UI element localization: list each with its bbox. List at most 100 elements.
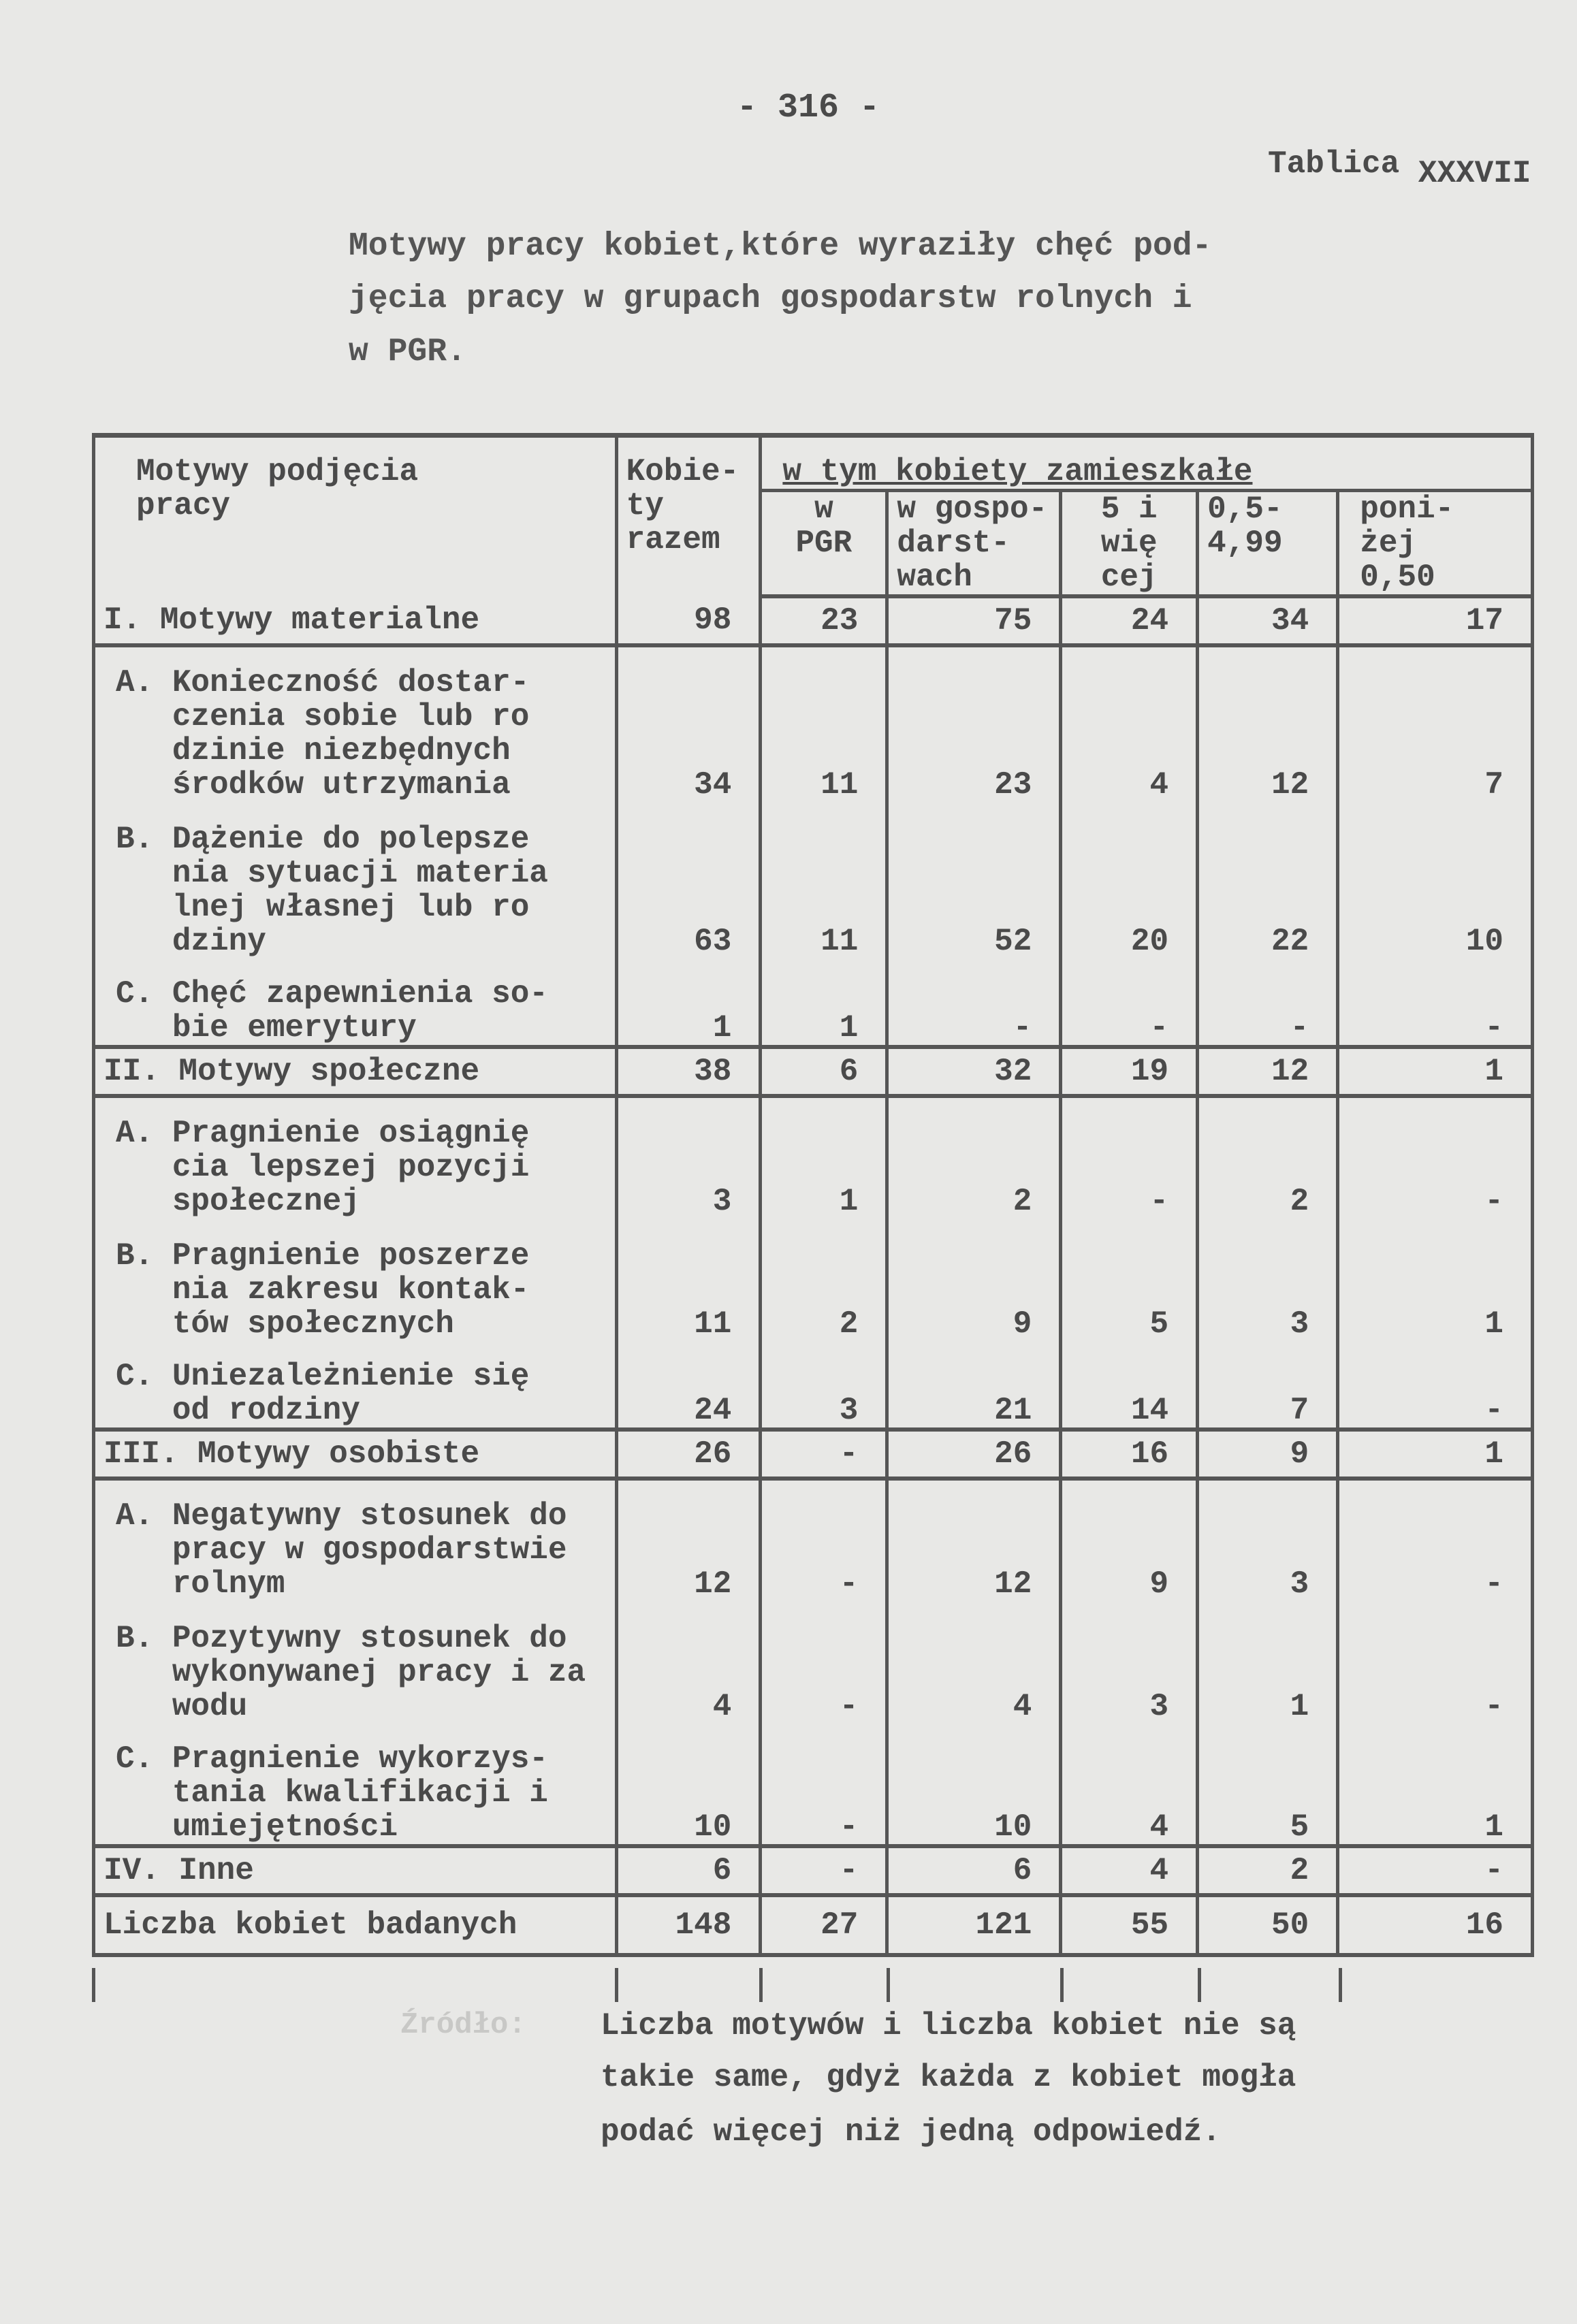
cell-value: 121 (885, 1895, 1063, 1957)
cell-value: 32 (885, 1047, 1063, 1098)
source-label: Źródło: (400, 2008, 526, 2042)
cell-value: 23 (885, 645, 1063, 802)
cell-value: 5 (1059, 1219, 1200, 1341)
header-5ha: 5 i wię cej (1059, 490, 1200, 598)
cell-value: - (1336, 1601, 1534, 1724)
row-label: IV. Inne (92, 1846, 618, 1897)
cell-value: 16 (1336, 1895, 1534, 1957)
cell-value: 11 (759, 802, 889, 958)
cell-value: 11 (759, 645, 889, 802)
footnote-line: Liczba motywów i liczba kobiet nie są (601, 2008, 1296, 2044)
cell-value: 22 (1196, 802, 1340, 958)
table-row: B. Pozytywny stosunek do wykonywanej pra… (92, 1601, 1534, 1724)
table-row: C. Pragnienie wykorzys- tania kwalifikac… (92, 1724, 1534, 1848)
data-table: Motywy podjęcia pracy Kobie- ty razem w … (92, 433, 1534, 1957)
cell-value: 4 (1059, 645, 1200, 802)
cell-value: 98 (614, 596, 763, 647)
cell-value: 19 (1059, 1047, 1200, 1098)
cell-value: - (759, 1430, 889, 1481)
total-row: Liczba kobiet badanych 148 27 121 55 50 16 (92, 1895, 1534, 1957)
row-label: B. Dążenie do polepsze nia sytuacji mate… (92, 802, 618, 958)
section-row: III. Motywy osobiste 26-26 16 9 1 (92, 1430, 1534, 1481)
row-label: Liczba kobiet badanych (92, 1895, 618, 1957)
row-label: I. Motywy materialne (92, 596, 618, 647)
cell-value: 2 (1196, 1096, 1340, 1219)
cell-value: - (1336, 1096, 1534, 1219)
cell-value: 34 (614, 645, 763, 802)
cell-value: 12 (1196, 1047, 1340, 1098)
cell-value: 6 (614, 1846, 763, 1897)
cell-value: 4 (1059, 1846, 1200, 1897)
cell-value: 12 (885, 1479, 1063, 1601)
cell-value: 38 (614, 1047, 763, 1098)
cell-value: 6 (759, 1047, 889, 1098)
table-row: C. Uniezależnienie się od rodziny 24 3 21 14… (92, 1341, 1534, 1432)
cell-value: 12 (614, 1479, 763, 1601)
cell-value: - (1336, 958, 1534, 1049)
header-motive: Motywy podjęcia pracy (92, 433, 618, 596)
cell-value: 63 (614, 802, 763, 958)
cell-value: 17 (1336, 596, 1534, 647)
cell-value: 2 (1196, 1846, 1340, 1897)
cell-value: 3 (759, 1341, 889, 1432)
cell-value: 10 (614, 1724, 763, 1848)
header-pgr: w PGR (759, 490, 889, 598)
section-row: IV. Inne 6-6 4 2- (92, 1846, 1534, 1897)
cell-value: 26 (885, 1430, 1063, 1481)
row-label: C. Uniezależnienie się od rodziny (92, 1341, 618, 1432)
footnote-line: podać więcej niż jedną odpowiedź. (601, 2114, 1221, 2150)
row-label: II. Motywy społeczne (92, 1047, 618, 1098)
cell-value: 3 (1196, 1219, 1340, 1341)
footnote-line: takie same, gdyż każda z kobiet mogła (601, 2060, 1296, 2095)
header-0-5ha: 0,5- 4,99 (1196, 490, 1340, 598)
cell-value: - (1336, 1846, 1534, 1897)
cell-value: - (1059, 1096, 1200, 1219)
cell-value: 21 (885, 1341, 1063, 1432)
table-row: A. Negatywny stosunek do pracy w gospoda… (92, 1479, 1534, 1601)
cell-value: - (1196, 958, 1340, 1049)
cell-value: 7 (1196, 1341, 1340, 1432)
cell-value: 27 (759, 1895, 889, 1957)
cell-value: - (1336, 1479, 1534, 1601)
cell-value: 148 (614, 1895, 763, 1957)
row-label: C. Chęć zapewnienia so- bie emerytury (92, 958, 618, 1049)
row-label: B. Pragnienie poszerze nia zakresu konta… (92, 1219, 618, 1341)
cell-value: 12 (1196, 645, 1340, 802)
cell-value: - (759, 1479, 889, 1601)
table-tail-lines (92, 1968, 1534, 2002)
cell-value: - (1059, 958, 1200, 1049)
cell-value: 6 (885, 1846, 1063, 1897)
cell-value: 55 (1059, 1895, 1200, 1957)
cell-value: 3 (1196, 1479, 1340, 1601)
cell-value: 52 (885, 802, 1063, 958)
cell-value: - (885, 958, 1063, 1049)
table-row: B. Dążenie do polepsze nia sytuacji mate… (92, 802, 1534, 958)
section-row: II. Motywy społeczne 38 6 32 19 12 1 (92, 1047, 1534, 1098)
cell-value: 10 (885, 1724, 1063, 1848)
table-label: Tablica XXXVII (1268, 146, 1531, 191)
cell-value: 14 (1059, 1341, 1200, 1432)
cell-value: 16 (1059, 1430, 1200, 1481)
page-number: - 316 - (737, 88, 880, 127)
section-row: I. Motywy materialne 98 23 75 24 34 17 (92, 596, 1534, 647)
cell-value: - (759, 1846, 889, 1897)
cell-value: 50 (1196, 1895, 1340, 1957)
cell-value: 75 (885, 596, 1063, 647)
cell-value: 9 (1059, 1479, 1200, 1601)
cell-value: 20 (1059, 802, 1200, 958)
cell-value: - (759, 1601, 889, 1724)
cell-value: 1 (759, 958, 889, 1049)
cell-value: - (1336, 1341, 1534, 1432)
cell-value: 9 (1196, 1430, 1340, 1481)
header-below-0-5ha: poni- żej 0,50 (1336, 490, 1534, 598)
table-row: A. Pragnienie osiągnię cia lepszej pozyc… (92, 1096, 1534, 1219)
cell-value: 3 (1059, 1601, 1200, 1724)
cell-value: 11 (614, 1219, 763, 1341)
cell-value: 1 (1336, 1724, 1534, 1848)
header-total: Kobie- ty razem (614, 433, 763, 596)
cell-value: 34 (1196, 596, 1340, 647)
cell-value: 4 (1059, 1724, 1200, 1848)
row-label: A. Negatywny stosunek do pracy w gospoda… (92, 1479, 618, 1601)
cell-value: 1 (1336, 1219, 1534, 1341)
cell-value: 7 (1336, 645, 1534, 802)
